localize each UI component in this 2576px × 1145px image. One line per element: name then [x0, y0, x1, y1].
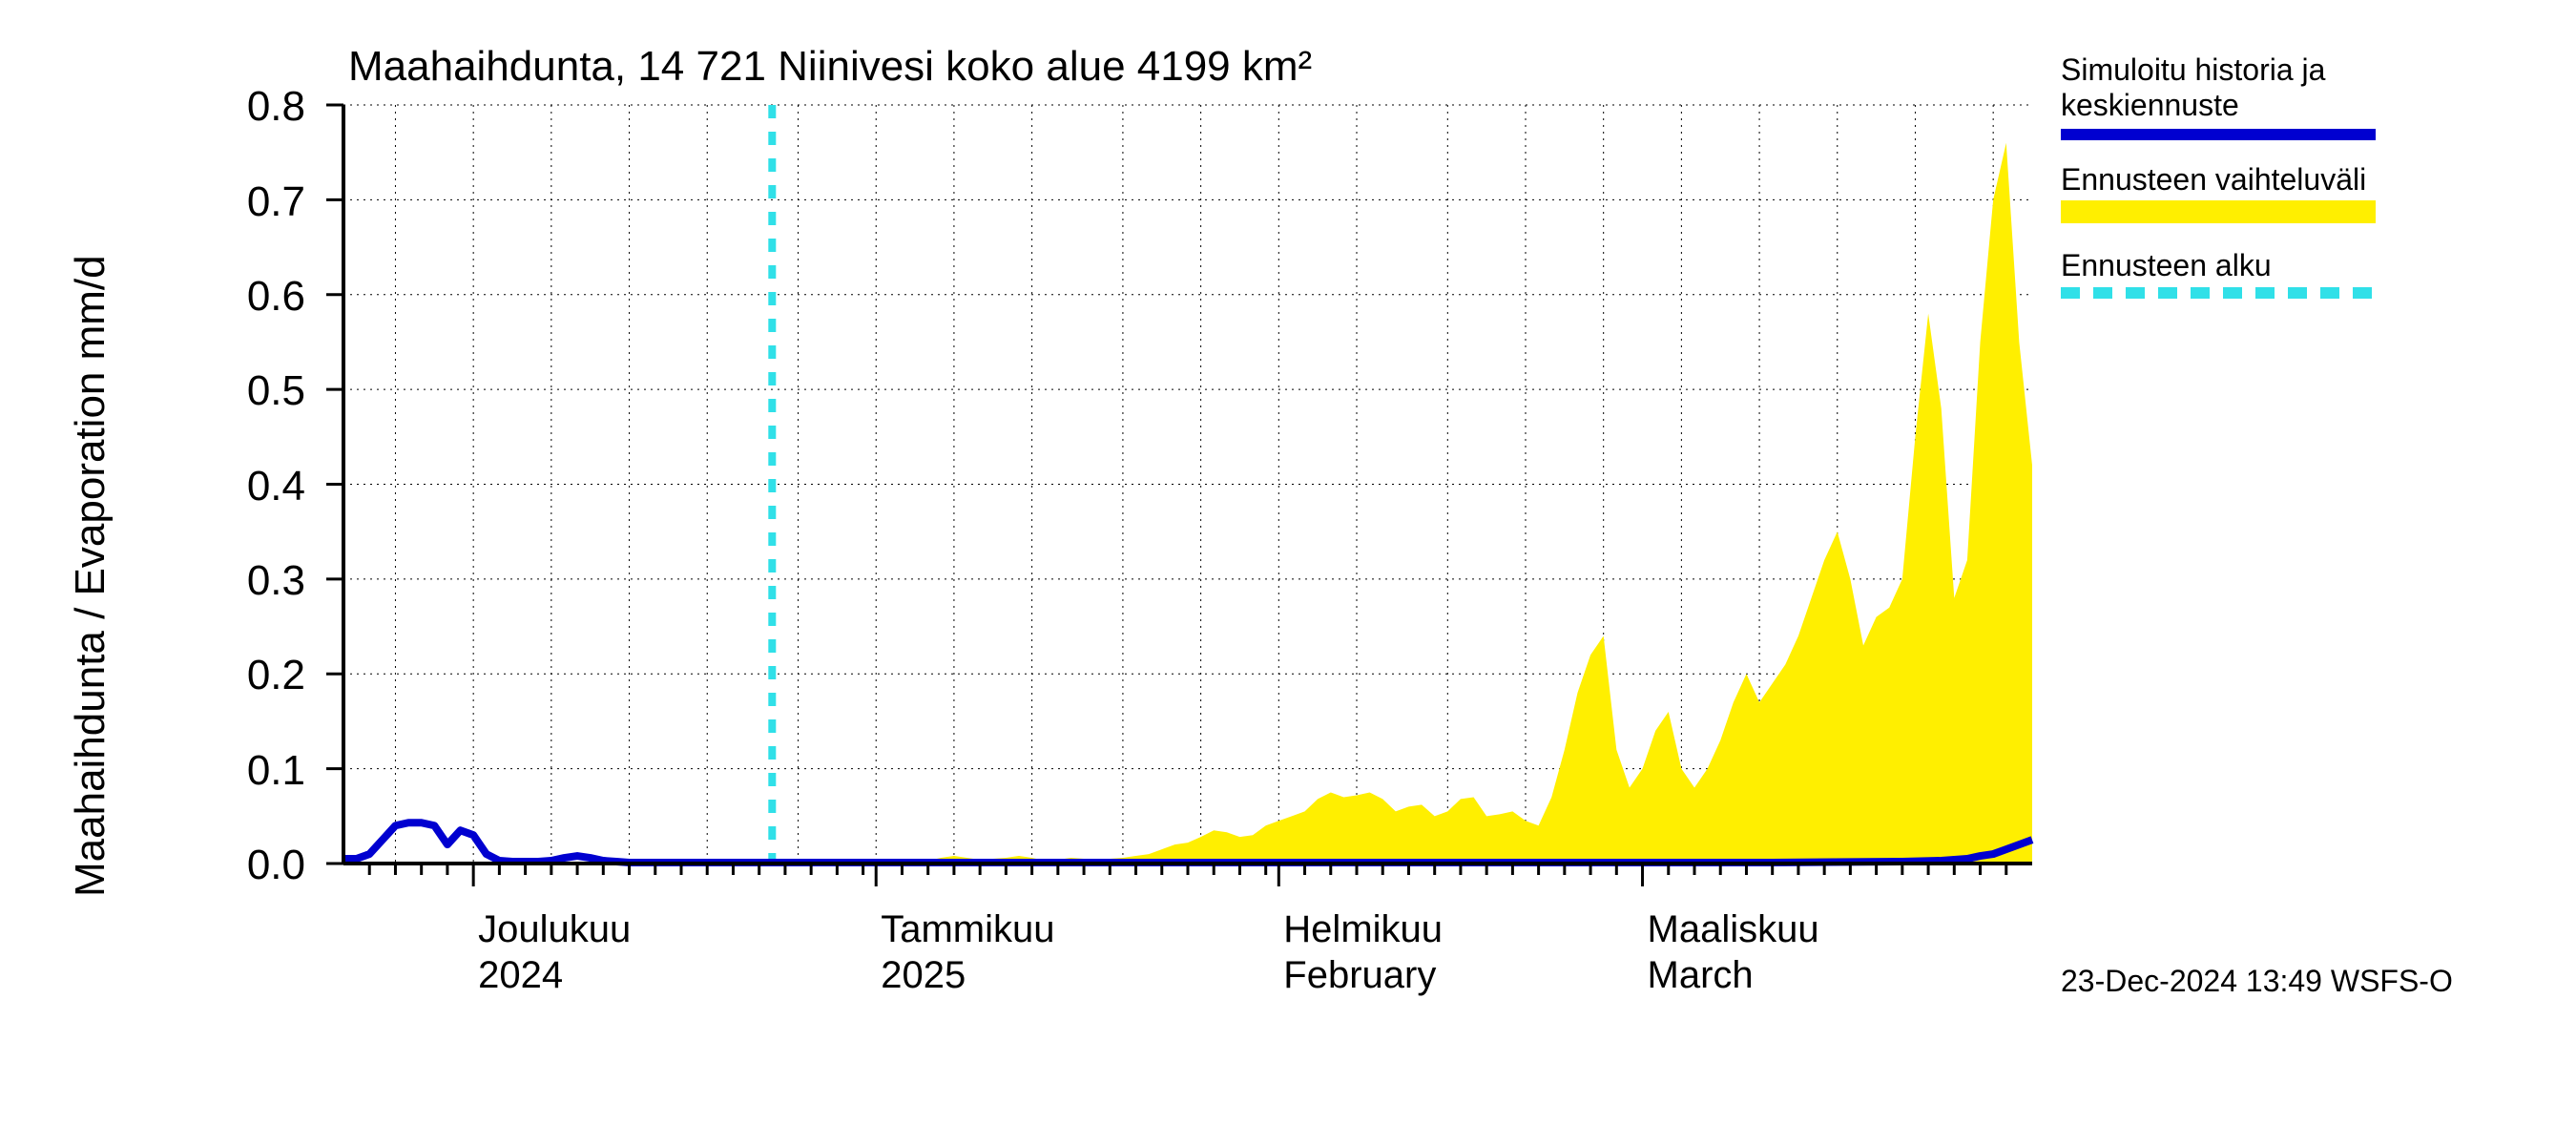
grid-horizontal — [343, 105, 2032, 769]
ytick-3: 0.3 — [219, 557, 305, 605]
legend-label-2-line-0: Ennusteen alku — [2061, 248, 2272, 283]
legend-swatch-2 — [2061, 286, 2376, 300]
forecast-range-band — [772, 143, 2032, 863]
xtick-label-3: Maaliskuu March — [1648, 906, 1819, 998]
legend-label-1-line-0: Ennusteen vaihteluväli — [2061, 162, 2366, 198]
ytick-1: 0.1 — [219, 747, 305, 795]
y-tick-marks — [326, 105, 343, 864]
footer-timestamp: 23-Dec-2024 13:49 WSFS-O — [2061, 964, 2453, 999]
xtick-label-1: Tammikuu 2025 — [881, 906, 1054, 998]
ytick-4: 0.4 — [219, 463, 305, 510]
legend-label-0-line-0: Simuloitu historia ja — [2061, 52, 2325, 88]
chart-container: Maahaihdunta / Evaporation mm/d Maahaihd… — [0, 0, 2576, 1145]
ytick-0: 0.0 — [219, 842, 305, 889]
xtick-label-0: Joulukuu 2024 — [478, 906, 631, 998]
ytick-2: 0.2 — [219, 652, 305, 699]
x-tick-marks — [369, 864, 2006, 886]
legend-swatch-1 — [2061, 200, 2376, 223]
xtick-label-2: Helmikuu February — [1283, 906, 1443, 998]
plot-area — [324, 86, 2061, 916]
ytick-5: 0.5 — [219, 367, 305, 415]
chart-title: Maahaihdunta, 14 721 Niinivesi koko alue… — [348, 43, 1312, 91]
y-axis-label: Maahaihdunta / Evaporation mm/d — [67, 255, 114, 897]
legend-label-0-line-1: keskiennuste — [2061, 88, 2239, 123]
ytick-7: 0.7 — [219, 178, 305, 226]
ytick-6: 0.6 — [219, 273, 305, 321]
ytick-8: 0.8 — [219, 83, 305, 131]
legend-swatch-0 — [2061, 129, 2376, 140]
